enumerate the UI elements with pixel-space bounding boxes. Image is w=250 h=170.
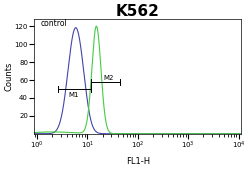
Text: control: control: [41, 19, 68, 28]
Text: M2: M2: [103, 75, 114, 81]
X-axis label: FL1-H: FL1-H: [126, 157, 150, 166]
Y-axis label: Counts: Counts: [4, 62, 13, 91]
Text: M1: M1: [69, 92, 79, 98]
Title: K562: K562: [116, 4, 160, 19]
